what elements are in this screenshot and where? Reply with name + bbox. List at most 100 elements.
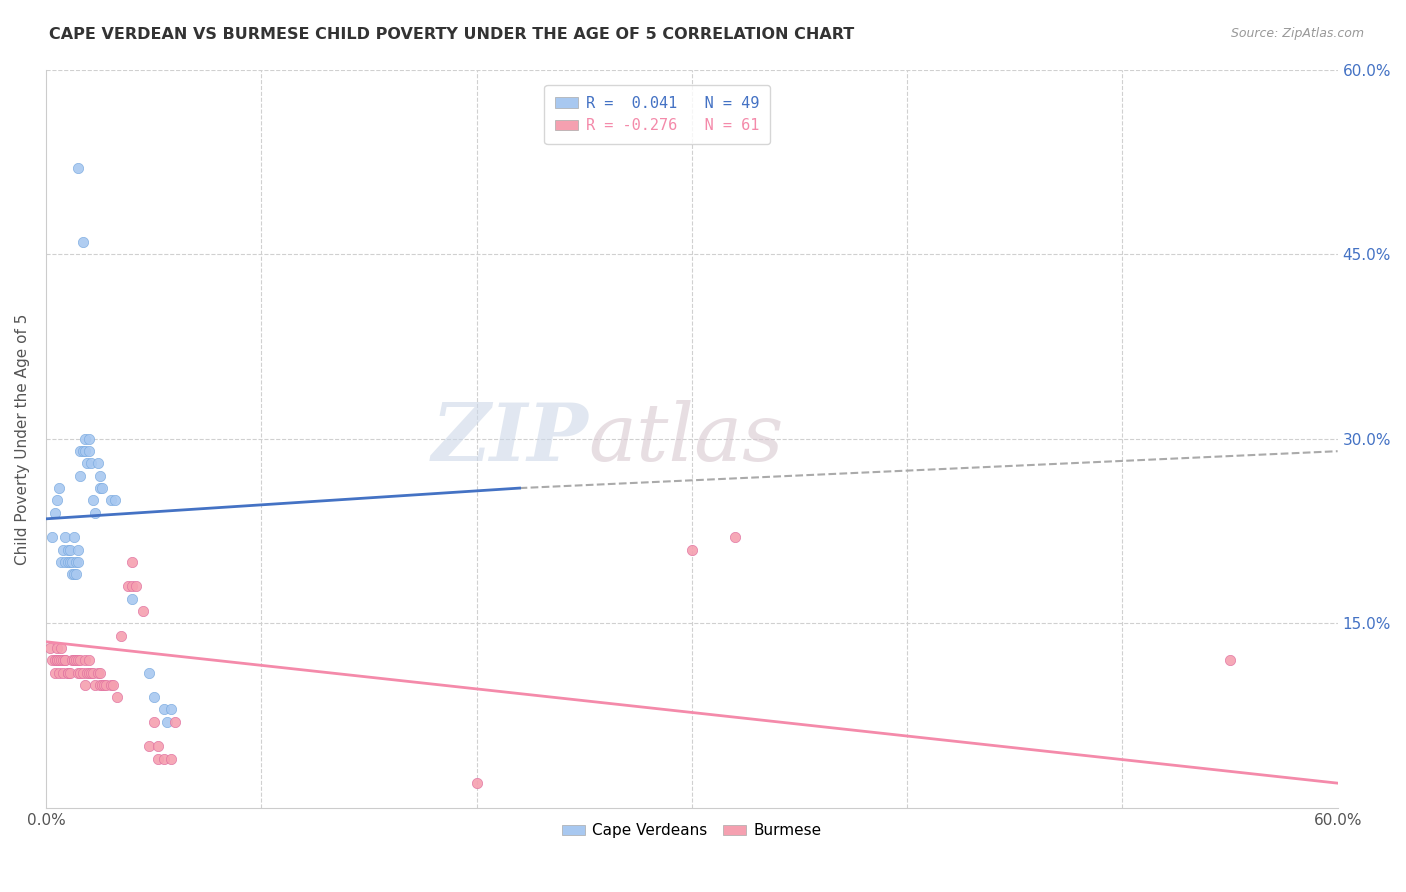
Text: atlas: atlas — [589, 401, 785, 477]
Point — [53, 653, 76, 667]
Point — [165, 714, 187, 729]
Point — [153, 751, 176, 765]
Point — [160, 702, 183, 716]
Point — [91, 678, 114, 692]
Point — [59, 542, 82, 557]
Point — [48, 653, 70, 667]
Point — [1219, 653, 1241, 667]
Point — [155, 714, 177, 729]
Y-axis label: Child Poverty Under the Age of 5: Child Poverty Under the Age of 5 — [15, 313, 30, 565]
Point — [65, 653, 87, 667]
Point — [93, 678, 115, 692]
Point — [91, 481, 114, 495]
Point — [104, 493, 127, 508]
Point — [89, 481, 111, 495]
Point — [67, 542, 90, 557]
Point — [53, 653, 76, 667]
Point — [48, 481, 70, 495]
Point — [67, 665, 90, 680]
Point — [100, 493, 122, 508]
Point — [41, 530, 63, 544]
Point — [96, 678, 118, 692]
Point — [56, 665, 79, 680]
Point — [45, 653, 67, 667]
Point — [45, 640, 67, 655]
Point — [45, 493, 67, 508]
Point — [80, 665, 103, 680]
Text: CAPE VERDEAN VS BURMESE CHILD POVERTY UNDER THE AGE OF 5 CORRELATION CHART: CAPE VERDEAN VS BURMESE CHILD POVERTY UN… — [49, 27, 855, 42]
Point — [77, 665, 100, 680]
Legend: Cape Verdeans, Burmese: Cape Verdeans, Burmese — [555, 817, 828, 845]
Point — [86, 665, 108, 680]
Point — [67, 653, 90, 667]
Point — [59, 665, 82, 680]
Point — [142, 690, 165, 704]
Point — [56, 542, 79, 557]
Point — [69, 444, 91, 458]
Point — [67, 555, 90, 569]
Point — [72, 665, 94, 680]
Point — [53, 555, 76, 569]
Point — [63, 530, 86, 544]
Point — [56, 555, 79, 569]
Point — [39, 640, 62, 655]
Point — [101, 678, 124, 692]
Point — [132, 604, 155, 618]
Point — [146, 739, 169, 754]
Point — [110, 629, 132, 643]
Point — [52, 653, 75, 667]
Point — [49, 653, 72, 667]
Point — [63, 653, 86, 667]
Text: ZIP: ZIP — [432, 401, 589, 477]
Point — [86, 457, 108, 471]
Point — [681, 542, 703, 557]
Point — [146, 751, 169, 765]
Point — [48, 665, 70, 680]
Point — [77, 653, 100, 667]
Point — [465, 776, 488, 790]
Point — [49, 640, 72, 655]
Point — [100, 678, 122, 692]
Point — [59, 555, 82, 569]
Point — [65, 555, 87, 569]
Point — [56, 665, 79, 680]
Point — [63, 567, 86, 582]
Point — [73, 678, 96, 692]
Point — [121, 579, 143, 593]
Point — [44, 665, 66, 680]
Point — [160, 751, 183, 765]
Point — [77, 432, 100, 446]
Point — [73, 653, 96, 667]
Point — [153, 702, 176, 716]
Point — [84, 506, 107, 520]
Point — [45, 653, 67, 667]
Point — [77, 444, 100, 458]
Point — [89, 678, 111, 692]
Point — [72, 444, 94, 458]
Point — [72, 235, 94, 250]
Point — [49, 555, 72, 569]
Point — [76, 457, 98, 471]
Point — [142, 714, 165, 729]
Point — [76, 665, 98, 680]
Point — [52, 665, 75, 680]
Point — [60, 567, 83, 582]
Point — [41, 653, 63, 667]
Point — [121, 555, 143, 569]
Point — [53, 530, 76, 544]
Point — [67, 161, 90, 176]
Point — [73, 444, 96, 458]
Point — [73, 432, 96, 446]
Point — [724, 530, 747, 544]
Point — [80, 457, 103, 471]
Point — [44, 506, 66, 520]
Point — [138, 739, 160, 754]
Point — [65, 567, 87, 582]
Point — [69, 665, 91, 680]
Point — [63, 653, 86, 667]
Point — [44, 653, 66, 667]
Point — [138, 665, 160, 680]
Point — [121, 591, 143, 606]
Point — [117, 579, 139, 593]
Point — [52, 542, 75, 557]
